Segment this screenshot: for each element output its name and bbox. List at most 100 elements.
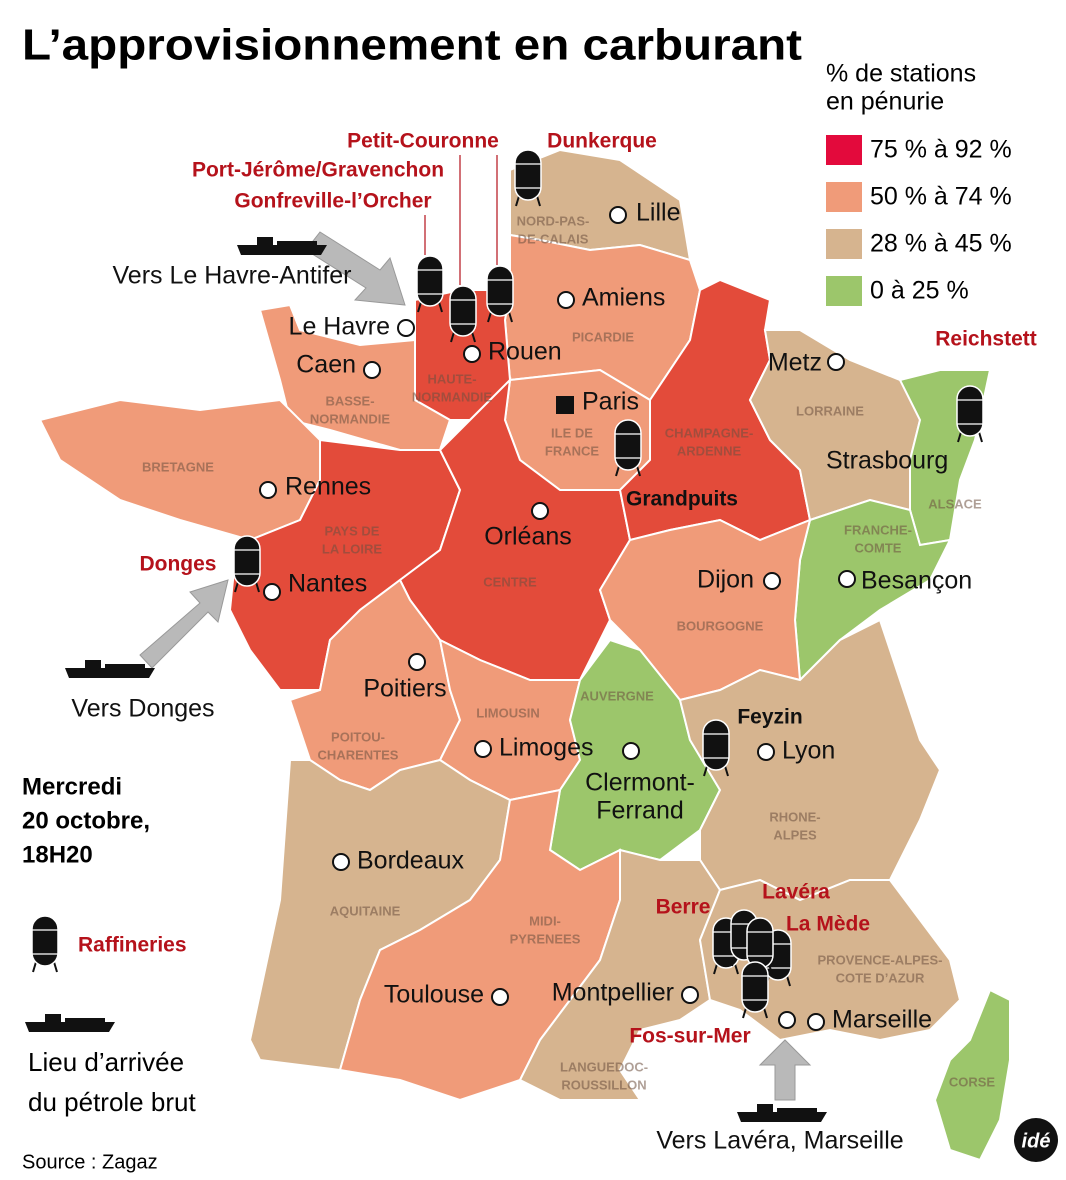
ship-icon bbox=[45, 1014, 61, 1022]
refinery-leg bbox=[763, 1007, 768, 1019]
refinery-leg bbox=[636, 465, 641, 477]
region-label: FRANCHE- bbox=[844, 522, 912, 537]
city-marker bbox=[763, 572, 781, 590]
overlay: NORD-PAS- DE-CALAIS PICARDIE HAUTE- NORMANDI… bbox=[25, 130, 1037, 1155]
refinery-label: Donges bbox=[139, 553, 216, 576]
legend-swatch bbox=[826, 229, 862, 259]
legend-swatch bbox=[826, 276, 862, 306]
region-label: NORMANDIE bbox=[310, 411, 390, 426]
region-label: LA LOIRE bbox=[322, 541, 383, 556]
ship-icon bbox=[105, 664, 145, 668]
refinery-leg bbox=[957, 431, 962, 443]
refinery-leg bbox=[438, 301, 443, 313]
legend-swatch bbox=[826, 135, 862, 165]
city-label: Dijon bbox=[697, 566, 754, 594]
region-label: CENTRE bbox=[483, 574, 537, 589]
regions bbox=[38, 148, 1011, 1162]
city-label: Poitiers bbox=[363, 675, 446, 703]
refinery-leg bbox=[417, 301, 422, 313]
city-label: Marseille bbox=[832, 1006, 932, 1034]
region-label: AUVERGNE bbox=[580, 688, 654, 703]
refinery-leg bbox=[471, 331, 476, 343]
region-label: LORRAINE bbox=[796, 403, 864, 418]
city-marker bbox=[397, 319, 415, 337]
ship-icon bbox=[757, 1104, 773, 1112]
refinery-label: Port-Jérôme/Gravenchon bbox=[192, 159, 444, 182]
refinery-leg bbox=[724, 765, 729, 777]
city-label: Clermont- bbox=[585, 769, 695, 797]
city-marker bbox=[263, 583, 281, 601]
capital-marker bbox=[556, 396, 574, 414]
legend-title: en pénurie bbox=[826, 88, 944, 116]
legend-label: 50 % à 74 % bbox=[870, 183, 1012, 211]
refinery-leg bbox=[742, 1007, 747, 1019]
city-label: Metz bbox=[768, 349, 822, 377]
region-label: COMTE bbox=[855, 540, 902, 555]
refinery-label: Reichstett bbox=[935, 328, 1037, 351]
region bbox=[518, 848, 722, 1101]
refinery-leg bbox=[515, 195, 520, 207]
ship-icon bbox=[85, 660, 101, 668]
city-label: Le Havre bbox=[289, 313, 390, 341]
arrival-label: Vers Le Havre-Antifer bbox=[113, 262, 352, 290]
title: L’approvisionnement en carburant bbox=[22, 21, 802, 70]
city-label: Ferrand bbox=[596, 797, 684, 825]
refinery-label: Feyzin bbox=[737, 706, 802, 729]
region-label: CHARENTES bbox=[318, 747, 399, 762]
refinery-icon bbox=[741, 961, 769, 1013]
region-label: NORMANDIE bbox=[412, 389, 492, 404]
city-marker bbox=[807, 1013, 825, 1031]
region-label: ROUSSILLON bbox=[561, 1077, 646, 1092]
arrow bbox=[139, 579, 229, 669]
refinery-leg bbox=[703, 765, 708, 777]
city-label: Besançon bbox=[861, 567, 972, 595]
region-label: NORD-PAS- bbox=[517, 213, 590, 228]
city-label: Paris bbox=[582, 388, 639, 416]
region-label: ARDENNE bbox=[677, 443, 742, 458]
refinery-leg bbox=[53, 961, 58, 973]
region-label: PICARDIE bbox=[572, 329, 634, 344]
city-label: Toulouse bbox=[384, 981, 484, 1009]
city-label: Strasbourg bbox=[826, 447, 948, 475]
ship-icon bbox=[777, 1108, 817, 1112]
city-marker bbox=[463, 345, 481, 363]
city-marker bbox=[531, 502, 549, 520]
refinery-icon bbox=[702, 719, 730, 771]
region-label: RHONE- bbox=[769, 809, 820, 824]
refinery-leg bbox=[978, 431, 983, 443]
legend-label: 28 % à 45 % bbox=[870, 230, 1012, 258]
region-label: CHAMPAGNE- bbox=[665, 425, 754, 440]
source: Source : Zagaz bbox=[22, 1151, 158, 1173]
date: 18H20 bbox=[22, 841, 93, 868]
refinery-icon bbox=[416, 255, 444, 307]
refinery-label: Fos-sur-Mer bbox=[629, 1025, 750, 1048]
legend-title: % de stations bbox=[826, 60, 976, 88]
city-marker bbox=[491, 988, 509, 1006]
region-label: FRANCE bbox=[545, 443, 599, 458]
arrival-label: Vers Lavéra, Marseille bbox=[656, 1127, 903, 1155]
city-label: Lyon bbox=[782, 737, 835, 765]
logo-badge bbox=[1014, 1118, 1058, 1162]
region-label: BASSE- bbox=[325, 393, 374, 408]
refinery-label: Gonfreville-l’Orcher bbox=[234, 190, 431, 213]
city-marker bbox=[474, 740, 492, 758]
refinery-leg bbox=[615, 465, 620, 477]
city-label: Nantes bbox=[288, 570, 367, 598]
refinery-label: Grandpuits bbox=[626, 488, 738, 511]
ship-icon bbox=[65, 1018, 105, 1022]
ship-legend: Lieu d’arrivée bbox=[28, 1047, 184, 1077]
city-marker bbox=[332, 853, 350, 871]
refinery-icon bbox=[956, 385, 984, 437]
arrival-label: Vers Donges bbox=[71, 695, 214, 723]
arrow bbox=[758, 1039, 812, 1101]
refinery-label: La Mède bbox=[786, 913, 870, 936]
refinery-leg bbox=[786, 975, 791, 987]
ship-icon bbox=[65, 668, 155, 678]
refinery-icon bbox=[746, 917, 774, 969]
refinery-icon bbox=[514, 149, 542, 201]
city-label: Orléans bbox=[484, 523, 572, 551]
region-label: CORSE bbox=[949, 1074, 996, 1089]
refinery-leg bbox=[234, 581, 239, 593]
refinery-leg bbox=[487, 311, 492, 323]
city-marker bbox=[557, 291, 575, 309]
